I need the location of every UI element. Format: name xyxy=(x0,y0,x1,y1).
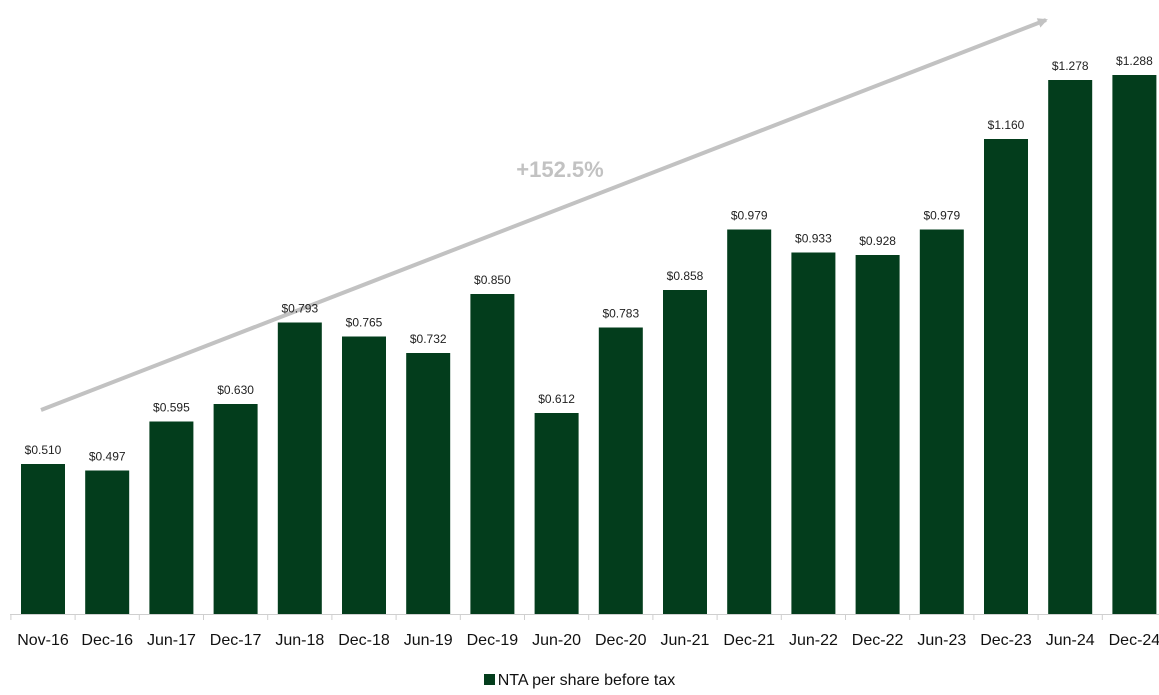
bar-nov-16 xyxy=(21,464,65,614)
legend-swatch xyxy=(483,674,495,685)
growth-arrow xyxy=(40,18,1048,412)
bar-dec-19 xyxy=(470,294,515,614)
x-tick-label-jun-23: Jun-23 xyxy=(917,632,966,649)
data-label-dec-24: $1.288 xyxy=(1116,54,1153,68)
data-label-dec-21: $0.979 xyxy=(731,209,768,223)
x-tick-label-dec-17: Dec-17 xyxy=(210,632,262,649)
data-label-nov-16: $0.510 xyxy=(25,443,62,457)
x-tick-label-dec-18: Dec-18 xyxy=(338,632,390,649)
x-tick-label-dec-20: Dec-20 xyxy=(595,632,647,649)
x-tick-label-dec-16: Dec-16 xyxy=(81,632,133,649)
bar-jun-21 xyxy=(663,290,707,614)
bar-dec-18 xyxy=(342,336,386,614)
legend: NTA per share before tax xyxy=(0,672,1159,690)
x-tick-label-dec-24: Dec-24 xyxy=(1109,632,1159,649)
x-tick-label-jun-22: Jun-22 xyxy=(789,632,838,649)
data-label-jun-23: $0.979 xyxy=(923,209,960,223)
bar-jun-20 xyxy=(534,413,579,614)
bar-dec-21 xyxy=(727,229,772,614)
x-axis-tick-labels: Nov-16 Dec-16 Jun-17 Dec-17 Jun-18 Dec-18 Jun-… xyxy=(17,632,1159,649)
growth-annotation: +152.5% xyxy=(516,157,603,182)
bar-jun-18 xyxy=(277,322,322,614)
data-labels-group: $0.510 $0.497 $0.595 $0.630 $0.793 $0.765 $0.7… xyxy=(25,54,1153,464)
data-label-dec-17: $0.630 xyxy=(217,383,254,397)
x-tick-label-dec-19: Dec-19 xyxy=(467,632,519,649)
growth-arrow-group: +152.5% xyxy=(40,18,1048,412)
bar-jun-22 xyxy=(791,252,836,614)
bar-dec-17 xyxy=(213,404,258,614)
data-label-jun-24: $1.278 xyxy=(1052,59,1089,73)
x-axis-ticks xyxy=(10,614,1103,620)
bar-dec-24 xyxy=(1112,75,1157,614)
bar-jun-17 xyxy=(149,421,194,614)
bars-group xyxy=(21,75,1157,614)
x-tick-label-dec-21: Dec-21 xyxy=(723,632,775,649)
data-label-jun-21: $0.858 xyxy=(667,269,704,283)
x-tick-label-dec-22: Dec-22 xyxy=(852,632,904,649)
data-label-jun-17: $0.595 xyxy=(153,401,190,415)
x-tick-label-nov-16: Nov-16 xyxy=(17,632,69,649)
x-tick-label-jun-19: Jun-19 xyxy=(404,632,453,649)
data-label-dec-20: $0.783 xyxy=(602,307,639,321)
data-label-dec-22: $0.928 xyxy=(859,234,896,248)
data-label-jun-19: $0.732 xyxy=(410,332,447,346)
data-label-jun-20: $0.612 xyxy=(538,392,575,406)
data-label-jun-18: $0.793 xyxy=(281,302,318,316)
x-tick-label-jun-20: Jun-20 xyxy=(532,632,581,649)
data-label-dec-16: $0.497 xyxy=(89,450,126,464)
x-tick-label-jun-21: Jun-21 xyxy=(661,632,710,649)
bar-dec-23 xyxy=(984,139,1028,614)
bar-jun-23 xyxy=(919,229,964,614)
data-label-dec-19: $0.850 xyxy=(474,273,511,287)
bar-dec-16 xyxy=(85,470,130,614)
bar-jun-24 xyxy=(1048,80,1093,614)
bar-jun-19 xyxy=(406,353,451,614)
x-tick-label-jun-24: Jun-24 xyxy=(1046,632,1095,649)
data-label-dec-23: $1.160 xyxy=(988,118,1025,132)
data-label-jun-22: $0.933 xyxy=(795,232,832,246)
bar-dec-22 xyxy=(855,255,900,614)
x-tick-label-dec-23: Dec-23 xyxy=(980,632,1032,649)
legend-label: NTA per share before tax xyxy=(497,672,676,689)
bar-dec-20 xyxy=(598,327,643,614)
x-tick-label-jun-17: Jun-17 xyxy=(147,632,196,649)
data-label-dec-18: $0.765 xyxy=(346,316,383,330)
x-tick-label-jun-18: Jun-18 xyxy=(275,632,324,649)
